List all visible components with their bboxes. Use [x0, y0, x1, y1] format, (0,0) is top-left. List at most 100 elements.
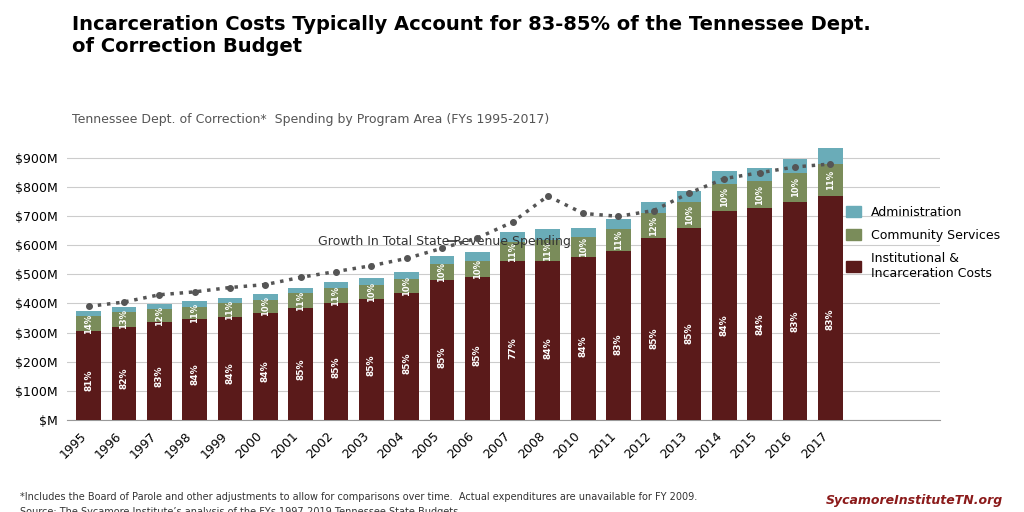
Text: 10%: 10% — [579, 237, 588, 257]
Bar — [394, 272, 419, 279]
Bar — [288, 293, 313, 308]
Text: 11%: 11% — [508, 242, 517, 262]
Text: 10%: 10% — [367, 282, 376, 302]
Bar — [253, 313, 278, 420]
Bar — [641, 214, 667, 238]
Text: 11%: 11% — [225, 300, 234, 320]
Bar — [429, 256, 455, 264]
Bar — [394, 279, 419, 293]
Text: *Includes the Board of Parole and other adjustments to allow for comparisons ove: *Includes the Board of Parole and other … — [20, 492, 697, 502]
Bar — [324, 288, 348, 304]
Text: 85%: 85% — [332, 357, 340, 378]
Text: 10%: 10% — [756, 184, 764, 204]
Text: Incarceration Costs Typically Account for 83-85% of the Tennessee Dept.
of Corre: Incarceration Costs Typically Account fo… — [72, 15, 870, 56]
Bar — [253, 294, 278, 300]
Text: 84%: 84% — [190, 364, 199, 386]
Bar — [500, 232, 525, 243]
Text: 12%: 12% — [649, 216, 658, 236]
Text: SycamoreInstituteTN.org: SycamoreInstituteTN.org — [826, 494, 1004, 507]
Bar — [253, 300, 278, 313]
Text: 10%: 10% — [261, 296, 269, 316]
Text: 10%: 10% — [473, 259, 481, 279]
Bar — [818, 196, 843, 420]
Bar — [782, 159, 808, 173]
Bar — [77, 316, 101, 331]
Bar — [465, 252, 489, 261]
Text: 10%: 10% — [685, 205, 693, 225]
Text: 10%: 10% — [437, 262, 446, 282]
Bar — [570, 228, 596, 237]
Bar — [500, 243, 525, 261]
Text: 84%: 84% — [261, 361, 269, 382]
Bar — [429, 280, 455, 420]
Bar — [536, 241, 560, 261]
Text: 14%: 14% — [84, 313, 93, 334]
Bar — [146, 323, 172, 420]
Text: 10%: 10% — [720, 187, 729, 207]
Text: Tennessee Dept. of Correction*  Spending by Program Area (FYs 1995-2017): Tennessee Dept. of Correction* Spending … — [72, 113, 549, 125]
Text: 83%: 83% — [155, 365, 164, 387]
Bar — [782, 173, 808, 202]
Bar — [146, 309, 172, 323]
Bar — [112, 312, 136, 327]
Bar — [112, 327, 136, 420]
Text: 85%: 85% — [473, 345, 481, 367]
Bar — [641, 238, 667, 420]
Bar — [748, 207, 772, 420]
Bar — [465, 261, 489, 278]
Bar — [606, 219, 631, 229]
Bar — [677, 191, 701, 202]
Bar — [712, 172, 737, 184]
Bar — [77, 311, 101, 316]
Text: 85%: 85% — [296, 358, 305, 380]
Bar — [182, 302, 207, 307]
Text: 13%: 13% — [120, 309, 128, 329]
Text: 82%: 82% — [120, 367, 128, 389]
Text: 85%: 85% — [367, 355, 376, 376]
Bar — [217, 297, 243, 304]
Bar — [112, 307, 136, 312]
Bar — [324, 282, 348, 288]
Bar — [641, 202, 667, 214]
Text: 84%: 84% — [225, 362, 234, 384]
Bar — [712, 210, 737, 420]
Bar — [536, 229, 560, 241]
Bar — [182, 307, 207, 319]
Bar — [146, 304, 172, 309]
Bar — [288, 308, 313, 420]
Text: 85%: 85% — [649, 327, 658, 349]
Bar — [536, 261, 560, 420]
Bar — [394, 293, 419, 420]
Bar — [748, 168, 772, 181]
Text: 83%: 83% — [826, 308, 835, 330]
Bar — [324, 304, 348, 420]
Bar — [818, 164, 843, 196]
Bar — [677, 202, 701, 228]
Text: 11%: 11% — [332, 286, 340, 306]
Bar — [358, 299, 384, 420]
Text: 11%: 11% — [614, 230, 623, 250]
Bar — [465, 278, 489, 420]
Bar — [677, 228, 701, 420]
Text: 11%: 11% — [826, 170, 835, 190]
Text: 10%: 10% — [791, 177, 800, 197]
Text: 83%: 83% — [614, 333, 623, 355]
Text: 77%: 77% — [508, 337, 517, 359]
Legend: Administration, Community Services, Institutional &
Incarceration Costs: Administration, Community Services, Inst… — [846, 206, 1000, 280]
Bar — [500, 261, 525, 420]
Text: 11%: 11% — [296, 290, 305, 311]
Text: 85%: 85% — [685, 323, 693, 344]
Bar — [77, 331, 101, 420]
Text: 81%: 81% — [84, 369, 93, 391]
Bar — [712, 184, 737, 210]
Text: 85%: 85% — [402, 352, 411, 374]
Text: 84%: 84% — [544, 337, 552, 359]
Bar — [570, 257, 596, 420]
Text: 11%: 11% — [544, 241, 552, 261]
Bar — [182, 319, 207, 420]
Text: 84%: 84% — [579, 336, 588, 357]
Bar — [358, 278, 384, 285]
Bar — [606, 251, 631, 420]
Bar — [818, 148, 843, 164]
Text: 84%: 84% — [756, 313, 764, 335]
